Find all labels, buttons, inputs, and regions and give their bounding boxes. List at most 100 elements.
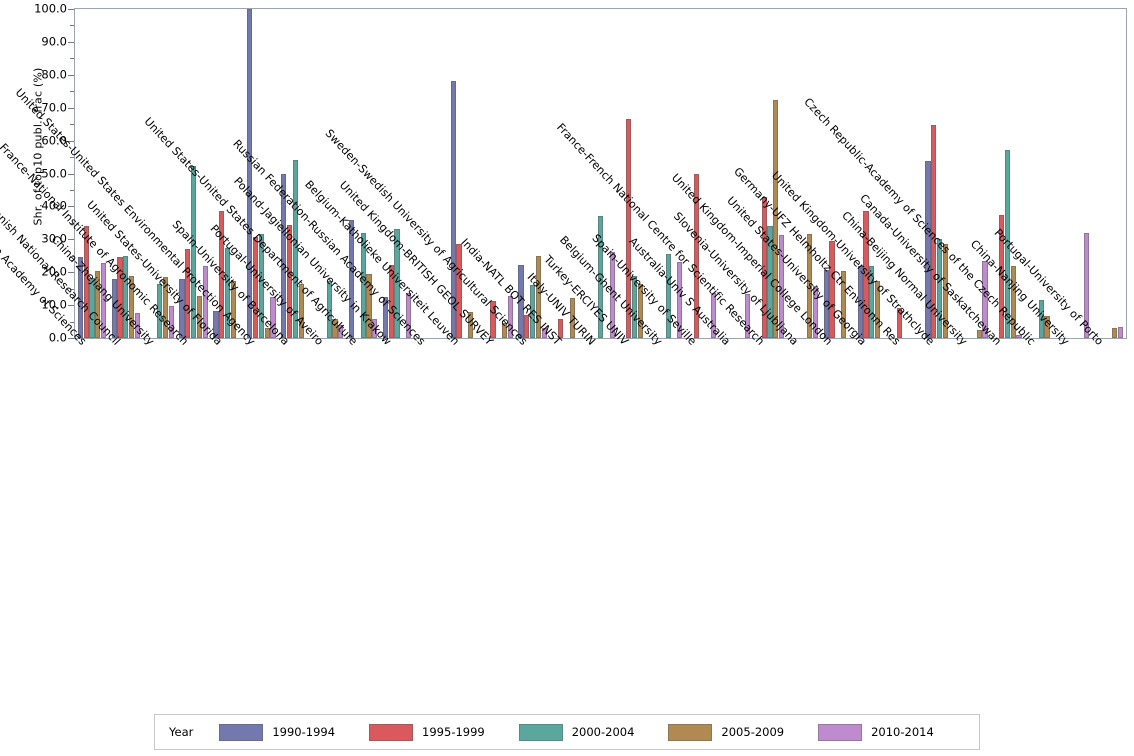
bar [897,308,903,338]
bar [1004,150,1010,338]
y-axis-minor-tick-mark [70,288,74,290]
y-axis-tick-label: 50.0 [41,165,67,180]
bar [524,314,530,338]
bar [823,269,829,338]
legend-item[interactable]: 2005-2009 [668,723,785,741]
bar [1038,300,1044,338]
bar [693,173,699,338]
y-axis-minor-tick-mark [70,91,74,93]
y-axis-minor-tick-mark [70,124,74,126]
legend-swatch [668,723,713,741]
y-axis-tick-mark [68,9,74,10]
bar [326,281,332,338]
bar [745,293,751,338]
y-axis-tick-label: 40.0 [41,198,67,213]
bar [637,284,643,338]
bar [665,254,671,338]
bar [1044,315,1050,338]
bar [89,277,95,338]
bar [382,297,389,338]
y-axis-tick-mark [68,305,74,307]
bar [77,257,83,338]
y-axis-tick-label: 0.0 [48,330,67,345]
bar [942,243,948,338]
bar [530,285,536,338]
bar [761,197,767,338]
bar [213,311,219,338]
bar [117,257,123,338]
bar [338,325,344,338]
bar [196,296,203,338]
legend-item[interactable]: 2000-2004 [518,723,635,741]
bar [123,255,129,338]
bar [982,260,988,338]
y-axis-minor-tick-mark [70,189,74,191]
bar [569,297,575,338]
y-axis-minor-tick-mark [70,25,74,27]
bar [191,165,197,338]
bar [807,233,813,338]
legend-swatch [518,723,563,741]
y-axis-tick-mark [68,173,74,175]
bar [829,240,835,338]
bar [100,263,107,338]
bar [95,271,101,338]
bar [372,318,378,338]
bar [83,226,89,338]
y-axis-tick-label: 90.0 [41,34,67,49]
bar [597,216,604,338]
y-axis-minor-tick-mark [70,222,74,224]
legend-item[interactable]: 1995-1999 [369,723,485,741]
y-axis-tick-mark [68,74,74,76]
legend-label: 1995-1999 [422,725,485,739]
bar [258,234,265,338]
y-axis-minor-tick-mark [70,321,74,323]
legend-label: 2000-2004 [571,725,635,739]
bar [535,256,542,338]
bar [869,265,875,338]
bar [936,239,943,338]
bar [202,266,208,338]
bar [292,160,298,338]
y-axis-tick-label: 20.0 [41,264,67,279]
y-axis-tick-mark [68,338,74,339]
bar [812,286,819,338]
y-axis-tick-label: 30.0 [41,231,67,246]
y-axis-tick-mark [68,206,74,208]
bar [394,229,400,338]
y-axis-tick-label: 60.0 [41,132,67,147]
y-axis-tick-label: 80.0 [41,67,67,82]
legend-title: Year [169,725,194,739]
legend: Year 1990-1994 1995-1999 2000-2004 2005-200… [154,714,980,750]
legend-label: 2005-2009 [721,725,785,739]
legend-label: 2010-2014 [871,725,934,739]
legend-item[interactable]: 2010-2014 [818,723,934,741]
bar [450,81,456,338]
legend-items: 1990-1994 1995-1999 2000-2004 2005-2009 2010… [219,723,967,741]
bar [286,224,293,338]
y-axis-tick-label: 70.0 [41,99,67,114]
y-axis-tick-mark [68,107,74,109]
legend-item[interactable]: 1990-1994 [219,723,336,741]
bar [281,173,287,338]
x-axis-labels: China-Chinese Academy of Sciences Spain-S… [0,86,1134,699]
bar [925,161,931,338]
legend-label: 1990-1994 [272,725,336,739]
bar [1016,335,1022,338]
bar [1010,265,1016,338]
bar [767,226,773,338]
y-axis-tick-mark [68,140,74,142]
bar [230,281,236,338]
y-axis-tick-label: 100.0 [34,1,67,16]
bar [626,119,632,338]
bar [129,275,135,338]
bar [1084,232,1090,338]
bar [185,249,191,338]
bar [264,328,270,338]
bar [332,318,338,338]
y-axis-minor-tick-mark [70,58,74,60]
bars-layer [75,9,1126,338]
y-axis-tick-mark [68,41,74,43]
bar [134,312,141,338]
